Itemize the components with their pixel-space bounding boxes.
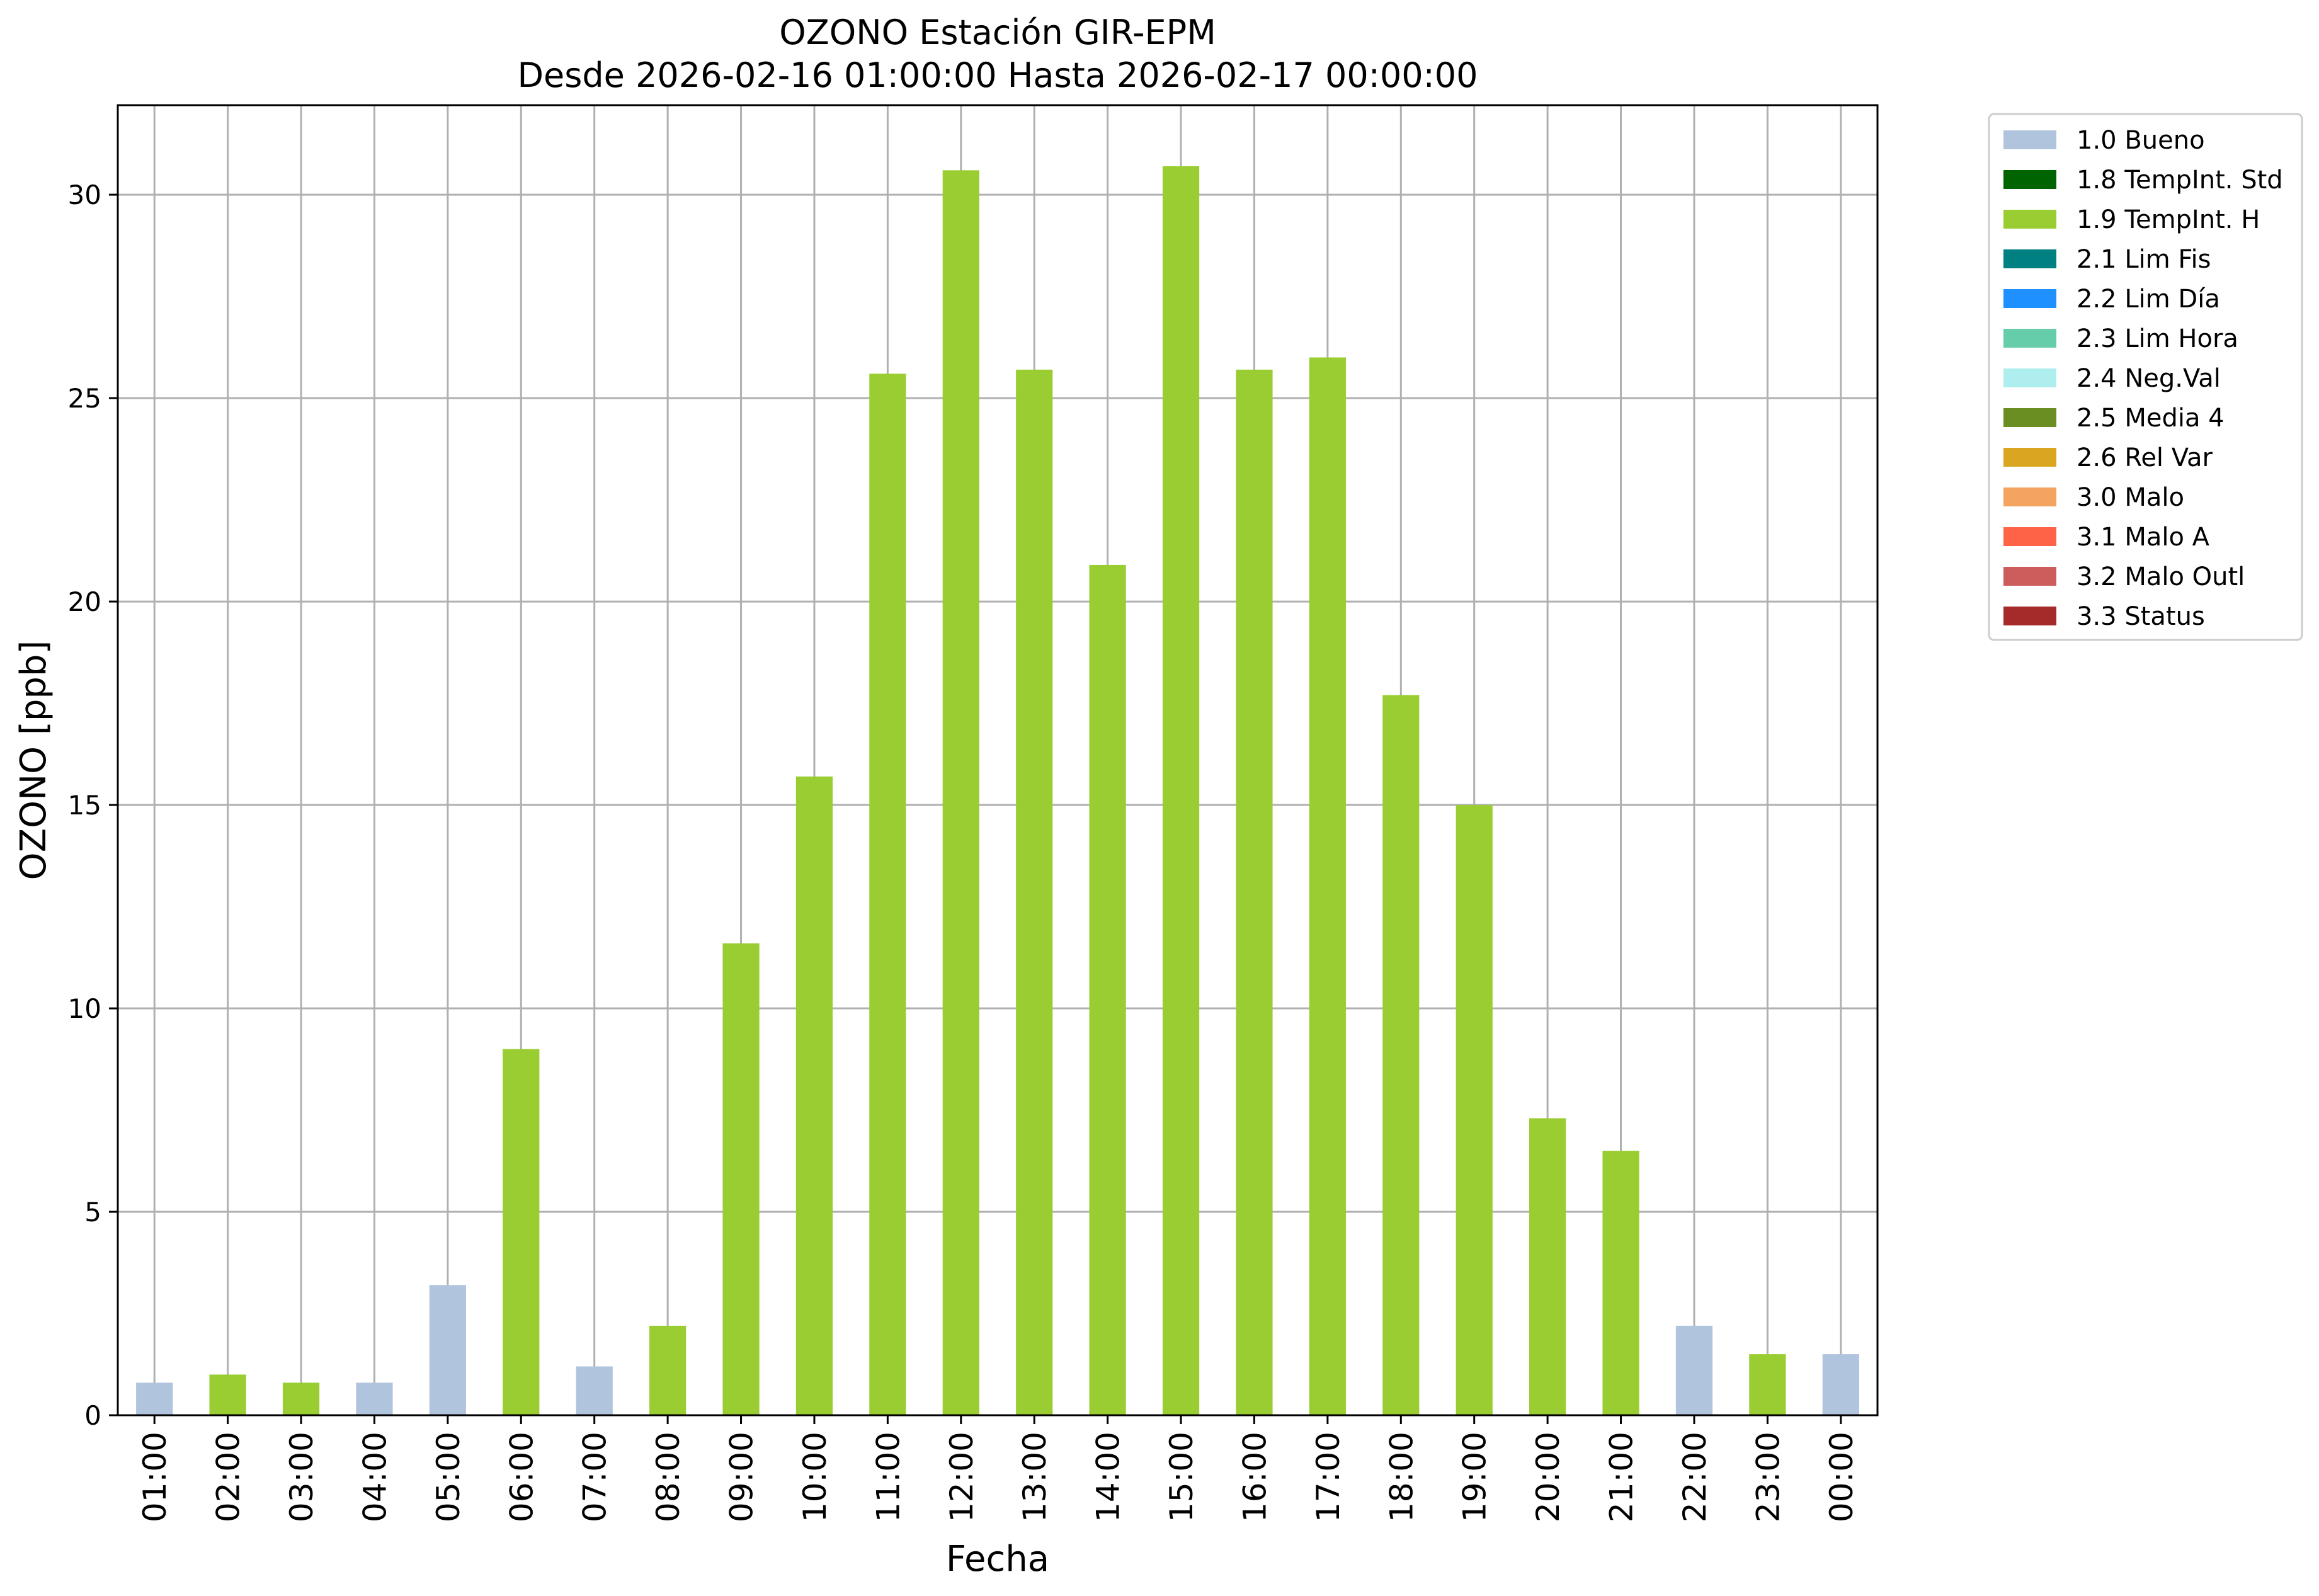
chart-subtitle: Desde 2026-02-16 01:00:00 Hasta 2026-02-… [517, 55, 1478, 95]
legend-swatch [2003, 130, 2056, 149]
x-tick-label: 10:00 [797, 1432, 833, 1522]
legend-box [1988, 113, 2303, 641]
bar-06:00 [503, 1049, 540, 1415]
bar-04:00 [356, 1382, 393, 1415]
x-tick-label: 22:00 [1677, 1432, 1713, 1522]
bar-08:00 [649, 1325, 687, 1415]
bar-07:00 [576, 1366, 613, 1415]
legend-label: 1.9 TempInt. H [2077, 205, 2260, 234]
legend-swatch [2003, 329, 2056, 348]
y-tick-label: 10 [68, 993, 101, 1024]
bar-01:00 [136, 1382, 173, 1415]
y-tick-label: 5 [84, 1197, 101, 1228]
bar-17:00 [1309, 357, 1346, 1416]
x-tick-label: 15:00 [1163, 1432, 1200, 1522]
x-tick-label: 12:00 [943, 1432, 980, 1522]
bar-02:00 [209, 1374, 246, 1415]
x-tick-label: 06:00 [503, 1432, 540, 1522]
y-axis: 0 5 10 15 20 25 30 [68, 180, 118, 1431]
x-tick-label: 18:00 [1383, 1432, 1420, 1522]
x-tick-label: 21:00 [1604, 1432, 1640, 1522]
x-tick-label: 04:00 [356, 1432, 393, 1522]
legend-label: 2.2 Lim Día [2077, 285, 2220, 314]
x-tick-label: 16:00 [1236, 1432, 1273, 1522]
y-axis-label: OZONO [ppb] [13, 641, 54, 881]
legend-label: 3.2 Malo Outl [2077, 562, 2245, 591]
bar-15:00 [1162, 166, 1200, 1415]
y-tick-label: 30 [68, 180, 101, 210]
legend-swatch [2003, 448, 2056, 467]
x-tick-label: 20:00 [1530, 1432, 1566, 1522]
legend-swatch [2003, 567, 2056, 586]
bar-00:00 [1822, 1354, 1859, 1415]
bar-16:00 [1236, 369, 1273, 1416]
legend-label: 3.1 Malo A [2077, 523, 2210, 552]
legend-swatch [2003, 249, 2056, 268]
legend-swatch [2003, 368, 2056, 387]
x-tick-label: 19:00 [1457, 1432, 1493, 1522]
x-tick-label: 14:00 [1090, 1432, 1127, 1522]
legend-label: 3.0 Malo [2077, 483, 2184, 512]
bar-14:00 [1089, 564, 1126, 1415]
x-tick-label: 13:00 [1017, 1432, 1053, 1522]
bars-group [136, 166, 1859, 1416]
x-tick-label: 09:00 [724, 1432, 760, 1522]
legend-label: 2.1 Lim Fis [2077, 245, 2211, 274]
legend-items: 1.0 Bueno 1.8 TempInt. Std 1.9 TempInt. H 2… [2003, 126, 2283, 631]
bar-18:00 [1382, 695, 1420, 1415]
legend-swatch [2003, 487, 2056, 506]
legend-label: 2.6 Rel Var [2077, 443, 2213, 472]
x-tick-label: 02:00 [210, 1432, 247, 1522]
bar-05:00 [429, 1285, 466, 1415]
legend-label: 2.5 Media 4 [2077, 404, 2225, 433]
bar-09:00 [722, 943, 760, 1415]
bar-22:00 [1675, 1325, 1713, 1415]
x-tick-label: 07:00 [577, 1432, 613, 1522]
legend: 1.0 Bueno 1.8 TempInt. Std 1.9 TempInt. H 2… [1988, 113, 2303, 641]
bar-13:00 [1016, 369, 1053, 1416]
chart-title: OZONO Estación GIR-EPM [779, 13, 1216, 52]
bar-10:00 [795, 776, 833, 1415]
bar-03:00 [282, 1382, 320, 1415]
legend-swatch [2003, 527, 2056, 546]
legend-label: 1.8 TempInt. Std [2077, 166, 2283, 195]
bar-23:00 [1749, 1354, 1786, 1415]
x-axis-label: Fecha [946, 1539, 1049, 1580]
bar-19:00 [1456, 805, 1493, 1415]
y-tick-label: 0 [84, 1400, 101, 1431]
y-tick-label: 15 [68, 790, 101, 821]
plot-area-frame [117, 104, 1879, 1416]
bar-12:00 [942, 170, 979, 1416]
x-axis: 01:00 02:00 03:00 04:00 05:00 06:00 07:00 08:00… [137, 1415, 1860, 1522]
y-tick-label: 20 [68, 586, 101, 617]
bar-11:00 [869, 373, 906, 1415]
bar-20:00 [1529, 1118, 1566, 1415]
x-tick-label: 17:00 [1310, 1432, 1347, 1522]
y-tick-label: 25 [68, 383, 101, 414]
legend-label: 3.3 Status [2077, 602, 2205, 631]
legend-label: 1.0 Bueno [2077, 126, 2205, 155]
x-tick-label: 23:00 [1750, 1432, 1786, 1522]
legend-label: 2.4 Neg.Val [2077, 364, 2221, 393]
legend-label: 2.3 Lim Hora [2077, 324, 2238, 353]
x-tick-label: 11:00 [870, 1432, 906, 1522]
x-tick-label: 00:00 [1823, 1432, 1860, 1522]
x-tick-label: 01:00 [137, 1432, 173, 1522]
legend-swatch [2003, 408, 2056, 427]
legend-swatch [2003, 289, 2056, 308]
x-tick-label: 03:00 [283, 1432, 320, 1522]
legend-swatch [2003, 210, 2056, 229]
legend-swatch [2003, 607, 2056, 625]
bar-21:00 [1602, 1151, 1639, 1415]
x-tick-label: 05:00 [430, 1432, 467, 1522]
x-tick-label: 08:00 [650, 1432, 687, 1522]
legend-swatch [2003, 170, 2056, 189]
